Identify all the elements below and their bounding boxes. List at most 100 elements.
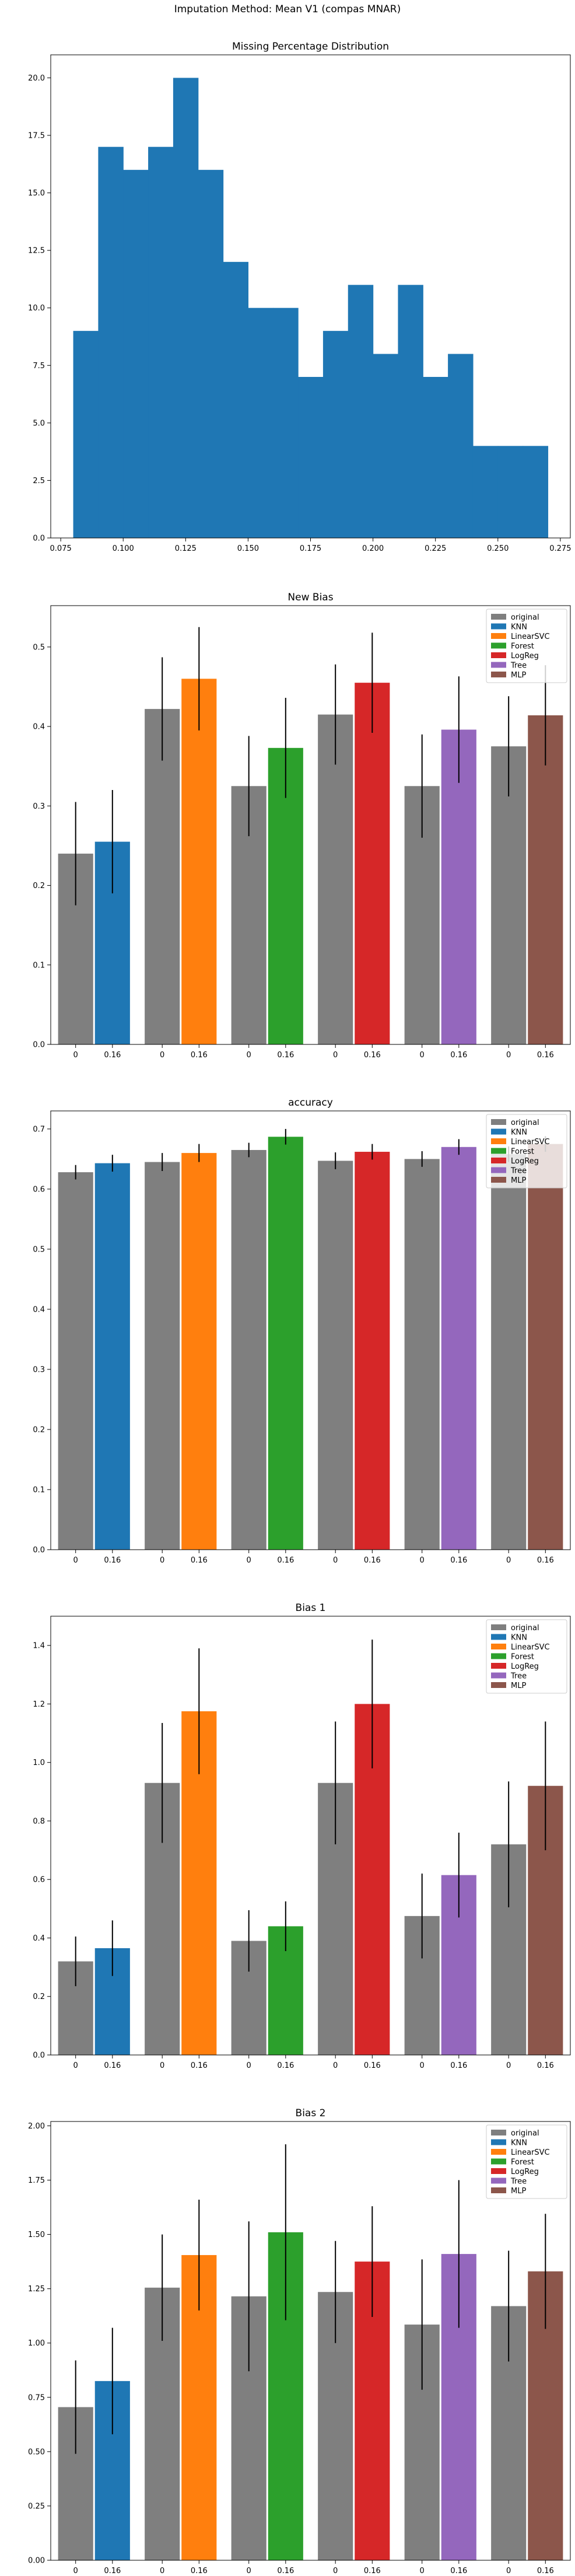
y-tick-label: 1.25 xyxy=(28,2285,45,2294)
axes-frame xyxy=(50,54,571,539)
bar-mlp xyxy=(528,715,563,1044)
y-tick-label: 0.3 xyxy=(33,1365,45,1374)
x-tick-label: 0 xyxy=(73,1556,78,1565)
y-tick-label: 10.0 xyxy=(28,304,45,313)
x-tick-label: 0 xyxy=(247,1051,251,1060)
chart-5: Bias 2 0 0.16 0 0.16 0 0.16 0 0.16 0 0.16 0 0.16 0.00… xyxy=(28,2107,571,2575)
x-tick-label: 0.16 xyxy=(277,2567,294,2575)
x-tick-label: 0.175 xyxy=(300,544,321,553)
y-tick-label: 1.00 xyxy=(28,2339,45,2348)
y-tick-label: 0.3 xyxy=(33,802,45,811)
y-tick-label: 0.2 xyxy=(33,1425,45,1434)
legend-swatch-logreg xyxy=(491,1158,506,1163)
legend-label: KNN xyxy=(511,623,527,632)
chart-1: Missing Percentage Distribution 0.075 0.10… xyxy=(28,41,571,553)
histogram-bar xyxy=(523,446,549,538)
legend-label: LogReg xyxy=(511,2168,539,2176)
legend-label: Tree xyxy=(510,662,527,670)
x-tick-label: 0 xyxy=(333,2567,338,2575)
y-tick-label: 0.6 xyxy=(33,1185,45,1194)
x-tick-label: 0.16 xyxy=(364,1051,381,1060)
bar-mlp xyxy=(528,1144,563,1550)
bar-forest xyxy=(268,1137,303,1550)
y-tick-label: 1.50 xyxy=(28,2231,45,2239)
legend-swatch-linearsvc xyxy=(491,1644,506,1649)
legend-box xyxy=(486,609,567,683)
y-tick-label: 15.0 xyxy=(28,189,45,198)
y-tick-label: 0.0 xyxy=(33,2051,45,2060)
legend-swatch-linearsvc xyxy=(491,1138,506,1144)
x-tick-label: 0.16 xyxy=(364,2061,381,2070)
bar-original xyxy=(58,1172,93,1550)
figure-suptitle: Imputation Method: Mean V1 (compas MNAR) xyxy=(174,4,401,15)
histogram-bar xyxy=(148,146,174,538)
legend-label: original xyxy=(511,613,539,622)
histogram-bar xyxy=(398,285,423,538)
x-tick-label: 0.16 xyxy=(191,2567,208,2575)
x-tick-label: 0 xyxy=(420,2567,425,2575)
x-tick-label: 0.16 xyxy=(450,1051,467,1060)
x-tick-label: 0.16 xyxy=(191,1051,208,1060)
legend-swatch-knn xyxy=(491,623,506,630)
bar-original xyxy=(318,714,353,1044)
y-tick-label: 17.5 xyxy=(28,132,45,141)
legend-label: LogReg xyxy=(511,1662,539,1671)
legend-label: LogReg xyxy=(511,652,539,660)
y-tick-label: 0.6 xyxy=(33,1876,45,1885)
x-tick-label: 0.16 xyxy=(277,1556,294,1565)
x-tick-label: 0 xyxy=(247,1556,251,1565)
bar-original xyxy=(491,1154,527,1550)
histogram-bar xyxy=(173,78,199,538)
y-tick-label: 0.7 xyxy=(33,1125,45,1134)
legend-label: Tree xyxy=(510,1672,527,1681)
legend-swatch-knn xyxy=(491,2139,506,2145)
legend-label: MLP xyxy=(511,1176,526,1185)
legend-swatch-original xyxy=(491,1119,506,1125)
bar-linearsvc xyxy=(181,679,217,1044)
y-tick-label: 0.50 xyxy=(28,2448,45,2456)
x-tick-label: 0.16 xyxy=(191,1556,208,1565)
legend-swatch-logreg xyxy=(491,1663,506,1669)
x-tick-label: 0.200 xyxy=(362,544,384,553)
x-tick-label: 0.16 xyxy=(537,1556,554,1565)
x-tick-label: 0.16 xyxy=(364,2567,381,2575)
bar-original xyxy=(145,709,180,1044)
legend-swatch-logreg xyxy=(491,2168,506,2174)
legend-label: LinearSVC xyxy=(511,2148,550,2157)
x-tick-label: 0 xyxy=(160,1051,164,1060)
legend-swatch-logreg xyxy=(491,652,506,658)
legend-swatch-forest xyxy=(491,642,506,649)
x-tick-label: 0 xyxy=(506,1556,511,1565)
y-tick-label: 0.4 xyxy=(33,1934,45,1943)
legend-box xyxy=(486,1114,567,1189)
y-tick-label: 12.5 xyxy=(28,247,45,256)
x-tick-label: 0 xyxy=(420,2061,425,2070)
bar-tree xyxy=(441,1147,476,1550)
histogram-bar xyxy=(98,146,124,538)
axes-frame xyxy=(50,2121,571,2561)
legend-swatch-linearsvc xyxy=(491,2149,506,2155)
x-tick-label: 0.16 xyxy=(104,2061,121,2070)
chart-title: Bias 2 xyxy=(296,2107,326,2119)
x-tick-label: 0 xyxy=(160,2567,164,2575)
y-tick-label: 2.5 xyxy=(33,477,45,485)
y-tick-label: 0.4 xyxy=(33,723,45,732)
legend-label: LinearSVC xyxy=(511,632,550,641)
chart-4: Bias 1 0 0.16 0 0.16 0 0.16 0 0.16 0 0.16 0 0.16 0.0 0… xyxy=(33,1602,571,2070)
legend-swatch-forest xyxy=(491,1653,506,1659)
legend-label: Forest xyxy=(511,642,534,651)
y-tick-label: 2.00 xyxy=(28,2122,45,2131)
legend-box xyxy=(486,1619,567,1694)
x-tick-label: 0.125 xyxy=(175,544,197,553)
x-tick-label: 0 xyxy=(73,2061,78,2070)
x-tick-label: 0 xyxy=(420,1556,425,1565)
legend-swatch-mlp xyxy=(491,1177,506,1183)
x-tick-label: 0.16 xyxy=(537,2567,554,2575)
legend-label: LinearSVC xyxy=(511,1138,550,1147)
legend-swatch-mlp xyxy=(491,672,506,677)
legend-label: LinearSVC xyxy=(511,1643,550,1652)
y-tick-label: 0.25 xyxy=(28,2502,45,2511)
legend-label: KNN xyxy=(511,1634,527,1642)
